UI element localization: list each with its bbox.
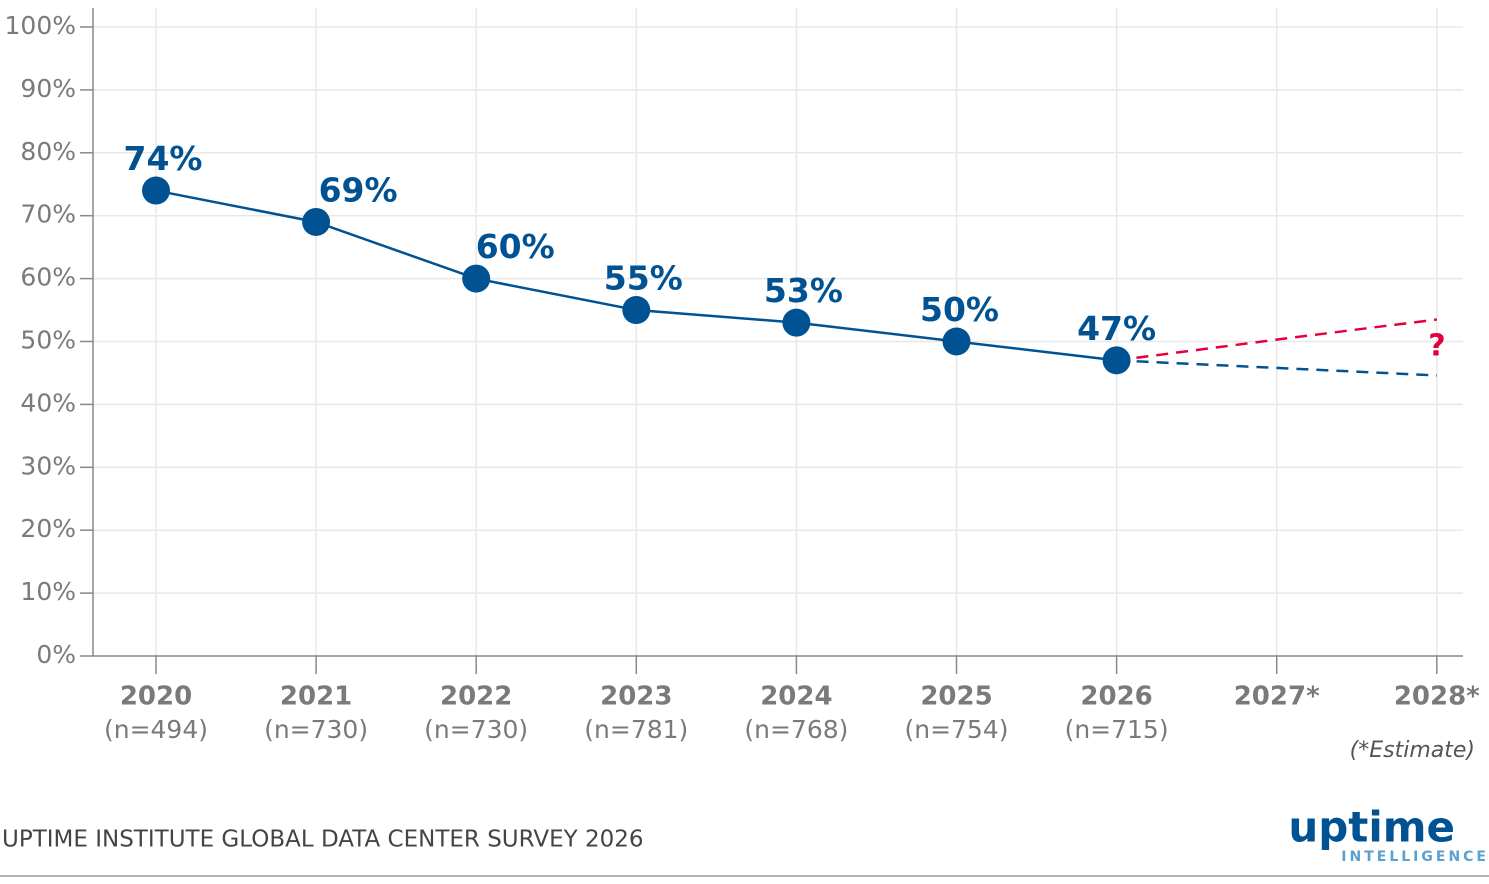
question-mark: ? <box>1428 329 1445 364</box>
data-label: 55% <box>604 259 683 298</box>
y-tick-label: 70% <box>20 200 76 229</box>
y-tick-label: 0% <box>36 640 76 669</box>
x-tick-label: 2024 <box>760 682 832 712</box>
x-tick-label: 2026 <box>1080 682 1152 712</box>
data-point <box>942 327 971 356</box>
x-tick-label: 2027* <box>1234 682 1320 712</box>
data-point <box>142 176 170 205</box>
y-tick-label: 60% <box>20 263 76 292</box>
sample-size: (n=715) <box>1065 715 1169 744</box>
y-tick-label: 10% <box>20 577 76 606</box>
y-tick-label: 40% <box>20 388 76 417</box>
data-label: 47% <box>1077 309 1156 348</box>
projection-line <box>1116 359 1437 377</box>
data-label: 74% <box>124 139 203 178</box>
data-label: 50% <box>920 290 999 329</box>
data-label: 53% <box>764 271 843 310</box>
y-tick-label: 50% <box>20 326 76 355</box>
sample-size: (n=754) <box>904 715 1008 744</box>
data-label: 69% <box>319 170 398 209</box>
sample-size: (n=768) <box>744 715 848 744</box>
y-tick-label: 30% <box>20 451 76 480</box>
x-tick-label: 2023 <box>600 682 672 712</box>
x-tick-label: 2025 <box>920 682 992 712</box>
y-tick-label: 80% <box>20 137 76 166</box>
x-tick-label: 2021 <box>280 682 352 712</box>
sample-size: (n=494) <box>104 715 208 744</box>
footer: UPTIME INSTITUTE GLOBAL DATA CENTER SURV… <box>2 827 644 853</box>
data-point <box>462 264 491 293</box>
data-label: 60% <box>476 227 555 266</box>
sample-size: (n=730) <box>424 715 528 744</box>
y-tick-label: 90% <box>20 74 76 103</box>
sample-size: (n=781) <box>584 715 688 744</box>
logo-name: uptime <box>1288 803 1455 852</box>
data-point <box>782 308 811 337</box>
x-tick-label: 2020 <box>120 682 192 712</box>
projection-line <box>1116 318 1437 362</box>
data-point <box>302 207 331 236</box>
logo-tagline: INTELLIGENCE <box>1341 849 1489 865</box>
x-tick-label: 2022 <box>440 682 512 712</box>
y-tick-label: 100% <box>5 11 76 40</box>
data-point <box>1102 346 1131 375</box>
estimate-note: (*Estimate) <box>1350 738 1475 763</box>
x-tick-label: 2028* <box>1394 682 1480 712</box>
sample-size: (n=730) <box>264 715 368 744</box>
y-tick-label: 20% <box>20 514 76 543</box>
data-point <box>622 296 651 325</box>
